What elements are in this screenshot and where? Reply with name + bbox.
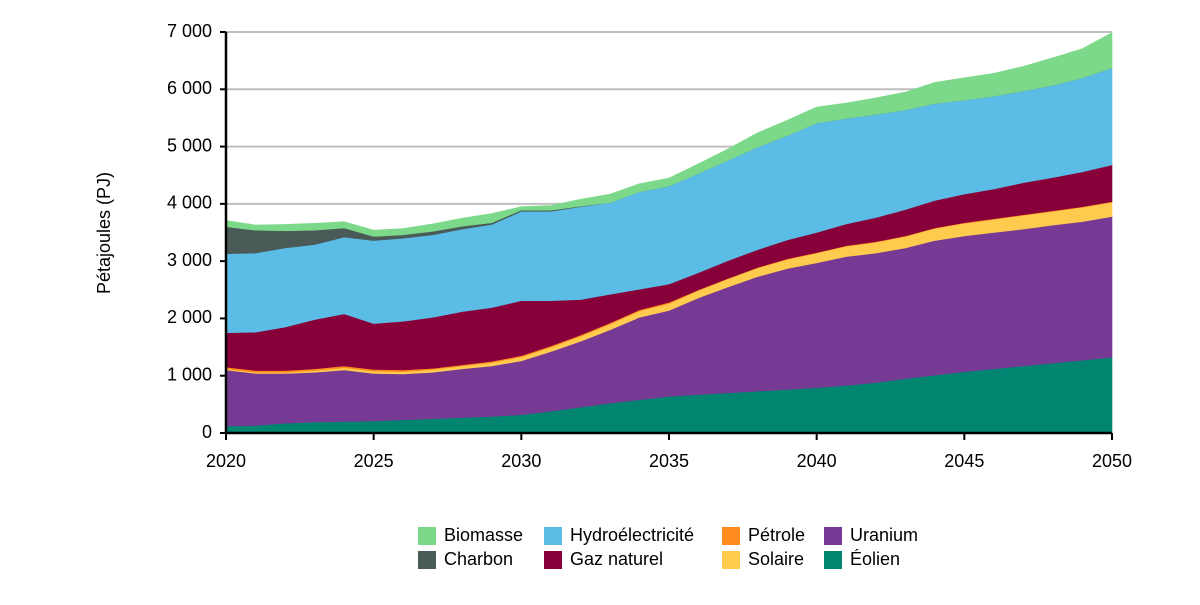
y-axis-title: Pétajoules (PJ) [94, 172, 114, 294]
y-tick-label: 1 000 [167, 364, 212, 384]
y-tick-label: 3 000 [167, 250, 212, 270]
y-tick-label: 4 000 [167, 193, 212, 213]
legend-swatch [418, 527, 436, 545]
legend-item-charbon: Charbon [418, 549, 513, 569]
legend-swatch [544, 551, 562, 569]
legend-label: Hydroélectricité [570, 525, 694, 545]
legend-swatch [824, 527, 842, 545]
tick-labels: 0 1 000 2 000 3 000 4 000 5 000 6 000 7 000 2020… [167, 21, 1132, 471]
legend-item-petrole: Pétrole [722, 525, 805, 545]
legend-item-hydroelectricite: Hydroélectricité [544, 525, 694, 545]
y-tick-label: 0 [202, 422, 212, 442]
y-tick-label: 5 000 [167, 135, 212, 155]
legend-label: Gaz naturel [570, 549, 663, 569]
legend-swatch [722, 551, 740, 569]
legend-label: Solaire [748, 549, 804, 569]
legend-swatch [544, 527, 562, 545]
legend-label: Uranium [850, 525, 918, 545]
legend-swatch [722, 527, 740, 545]
legend-label: Éolien [850, 549, 900, 569]
legend-label: Pétrole [748, 525, 805, 545]
legend-label: Charbon [444, 549, 513, 569]
legend-label: Biomasse [444, 525, 523, 545]
y-tick-label: 7 000 [167, 21, 212, 41]
legend-swatch [824, 551, 842, 569]
x-tick-label: 2050 [1092, 451, 1132, 471]
x-tick-label: 2025 [354, 451, 394, 471]
x-tick-label: 2045 [944, 451, 984, 471]
legend-item-eolien: Éolien [824, 549, 900, 569]
legend-item-biomasse: Biomasse [418, 525, 523, 545]
area-series-biomasse [225, 32, 1113, 237]
legend: Biomasse Hydroélectricité Pétrole Uranium Ch… [418, 525, 918, 569]
legend-item-solaire: Solaire [722, 549, 804, 569]
legend-item-uranium: Uranium [824, 525, 918, 545]
legend-item-gaz-naturel: Gaz naturel [544, 549, 663, 569]
y-tick-label: 2 000 [167, 307, 212, 327]
legend-swatch [418, 551, 436, 569]
y-tick-label: 6 000 [167, 78, 212, 98]
x-tick-label: 2030 [501, 451, 541, 471]
x-tick-label: 2020 [206, 451, 246, 471]
area-series-group [225, 32, 1113, 434]
x-tick-label: 2040 [797, 451, 837, 471]
x-tick-label: 2035 [649, 451, 689, 471]
